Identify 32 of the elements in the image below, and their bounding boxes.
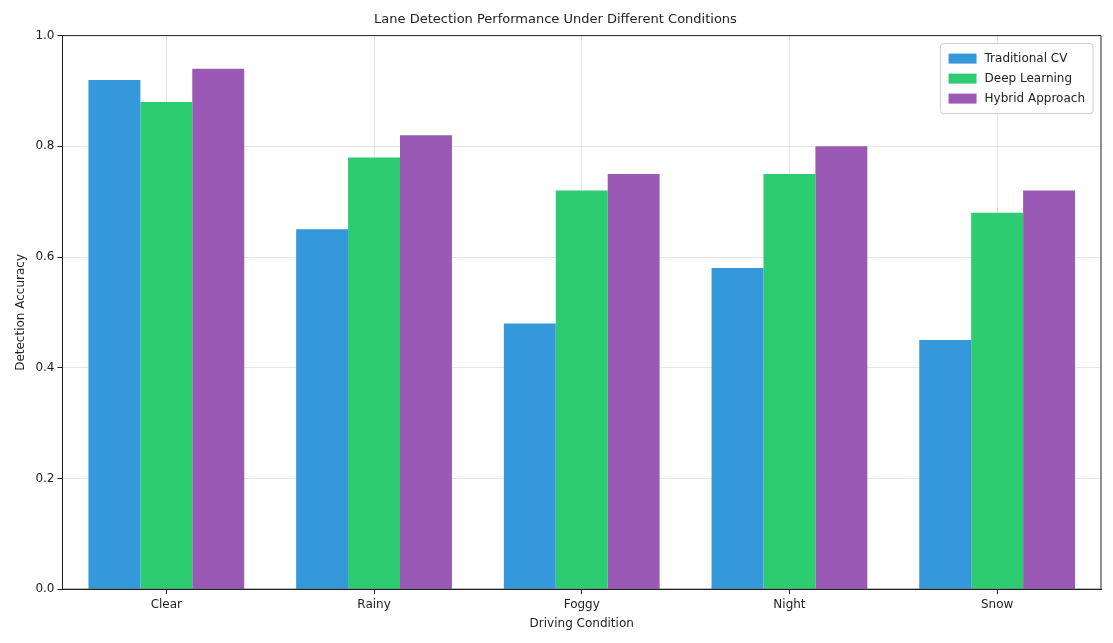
bar [296,229,349,589]
bar [140,102,193,589]
chart-title: Lane Detection Performance Under Different Conditions [374,11,738,27]
x-tick-label: Foggy [563,596,600,611]
bar [88,79,141,589]
bar [555,190,608,589]
y-tick-label: 0.0 [35,581,55,596]
bar [503,323,556,589]
bar [815,146,868,589]
bar [711,268,764,589]
bar [763,174,816,589]
y-axis-title: Detection Accuracy [13,253,28,371]
x-tick-label: Clear [150,596,183,611]
x-tick-label: Night [773,596,806,611]
y-tick-label: 0.2 [35,470,55,485]
y-tick-label: 0.4 [35,359,55,374]
bar [1023,190,1076,589]
bar [348,157,400,589]
bar [607,174,660,589]
y-tick-label: 1.0 [35,27,55,42]
bar [919,340,972,589]
legend-label: Deep Learning [984,70,1073,85]
x-axis-title: Driving Condition [529,615,634,630]
y-tick-label: 0.6 [35,249,55,264]
x-tick-label: Snow [980,596,1014,611]
bar [400,135,452,589]
bar [192,68,245,589]
bar [971,212,1024,589]
legend-label: Hybrid Approach [984,90,1085,105]
x-tick-label: Rainy [357,596,391,611]
legend-label: Traditional CV [983,50,1069,65]
y-tick-label: 0.8 [35,138,55,153]
